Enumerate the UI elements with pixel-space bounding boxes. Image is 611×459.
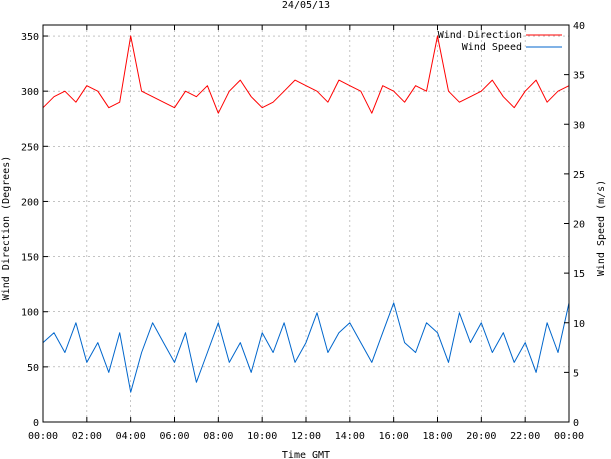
y-right-tick-label: 25 (573, 170, 585, 181)
y-axis-left-label: Wind Direction (Degrees) (1, 156, 12, 301)
x-tick-label: 00:00 (554, 431, 584, 442)
y-right-tick-label: 15 (573, 269, 585, 280)
x-tick-label: 18:00 (422, 431, 452, 442)
x-tick-label: 22:00 (510, 431, 540, 442)
y-left-tick-label: 150 (21, 253, 39, 264)
y-right-tick-label: 20 (573, 220, 585, 231)
y-right-tick-label: 40 (573, 21, 585, 32)
x-tick-label: 12:00 (291, 431, 321, 442)
legend: Wind Direction Wind Speed (438, 30, 562, 53)
y-right-tick-label: 35 (573, 71, 585, 82)
y-axis-right-label: Wind Speed (m/s) (596, 180, 607, 276)
legend-label-wind-speed: Wind Speed (462, 42, 522, 53)
chart-title: 24/05/13 (282, 0, 330, 11)
axis-ticks: 00:00 02:00 04:00 06:00 08:00 10:00 12:00 14:00… (21, 21, 585, 442)
y-right-tick-label: 5 (573, 368, 579, 379)
x-axis-label: Time GMT (282, 450, 330, 459)
y-left-tick-label: 300 (21, 87, 39, 98)
x-tick-label: 04:00 (116, 431, 146, 442)
y-right-tick-label: 30 (573, 120, 585, 131)
y-left-tick-label: 200 (21, 197, 39, 208)
x-tick-label: 14:00 (335, 431, 365, 442)
x-tick-label: 08:00 (203, 431, 233, 442)
y-left-tick-label: 0 (33, 418, 39, 429)
legend-label-wind-direction: Wind Direction (438, 30, 522, 41)
y-left-tick-label: 50 (27, 363, 39, 374)
x-tick-label: 00:00 (28, 431, 58, 442)
x-tick-label: 16:00 (379, 431, 409, 442)
x-tick-label: 02:00 (72, 431, 102, 442)
y-left-tick-label: 350 (21, 32, 39, 43)
x-tick-label: 10:00 (247, 431, 277, 442)
x-tick-label: 06:00 (159, 431, 189, 442)
y-right-tick-label: 10 (573, 319, 585, 330)
y-right-tick-label: 0 (573, 418, 579, 429)
y-left-tick-label: 100 (21, 308, 39, 319)
x-tick-label: 20:00 (466, 431, 496, 442)
y-left-tick-label: 250 (21, 142, 39, 153)
